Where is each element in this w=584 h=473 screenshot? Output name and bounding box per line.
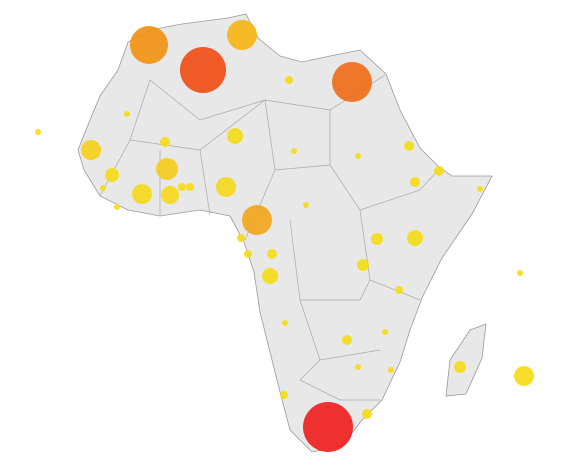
bubble: [382, 329, 388, 335]
bubble: [342, 335, 352, 345]
bubble: [124, 111, 130, 117]
bubble: [517, 270, 523, 276]
bubble: [357, 259, 369, 271]
bubble: [156, 158, 178, 180]
bubble: [160, 137, 170, 147]
bubble: [216, 177, 236, 197]
bubble: [242, 205, 272, 235]
bubble: [395, 286, 403, 294]
bubble: [161, 186, 179, 204]
bubble: [81, 140, 101, 160]
bubble: [407, 230, 423, 246]
bubble: [100, 185, 106, 191]
bubble: [114, 204, 120, 210]
bubble: [332, 62, 372, 102]
bubble: [355, 153, 361, 159]
bubble: [186, 183, 194, 191]
land: [77, 13, 493, 453]
bubble: [227, 128, 243, 144]
bubble: [227, 20, 257, 50]
bubble: [237, 234, 245, 242]
bubble: [514, 366, 534, 386]
bubble: [105, 168, 119, 182]
madagascar: [445, 323, 487, 397]
bubble: [262, 268, 278, 284]
bubble: [130, 26, 168, 64]
bubble: [477, 186, 483, 192]
bubble: [388, 367, 394, 373]
bubble: [291, 148, 297, 154]
bubble: [362, 409, 372, 419]
bubble: [280, 391, 288, 399]
bubble: [404, 141, 414, 151]
bubble: [303, 202, 309, 208]
bubble: [35, 129, 41, 135]
bubble: [180, 47, 226, 93]
bubble: [410, 177, 420, 187]
africa: [77, 13, 493, 453]
bubble: [303, 402, 353, 452]
bubble: [132, 184, 152, 204]
bubble: [454, 361, 466, 373]
bubble: [267, 249, 277, 259]
bubble: [282, 320, 288, 326]
bubbles: [35, 20, 534, 452]
bubble: [434, 166, 444, 176]
bubble: [178, 183, 186, 191]
bubble: [355, 364, 361, 370]
bubble: [285, 76, 293, 84]
bubble: [371, 233, 383, 245]
bubble: [244, 250, 252, 258]
